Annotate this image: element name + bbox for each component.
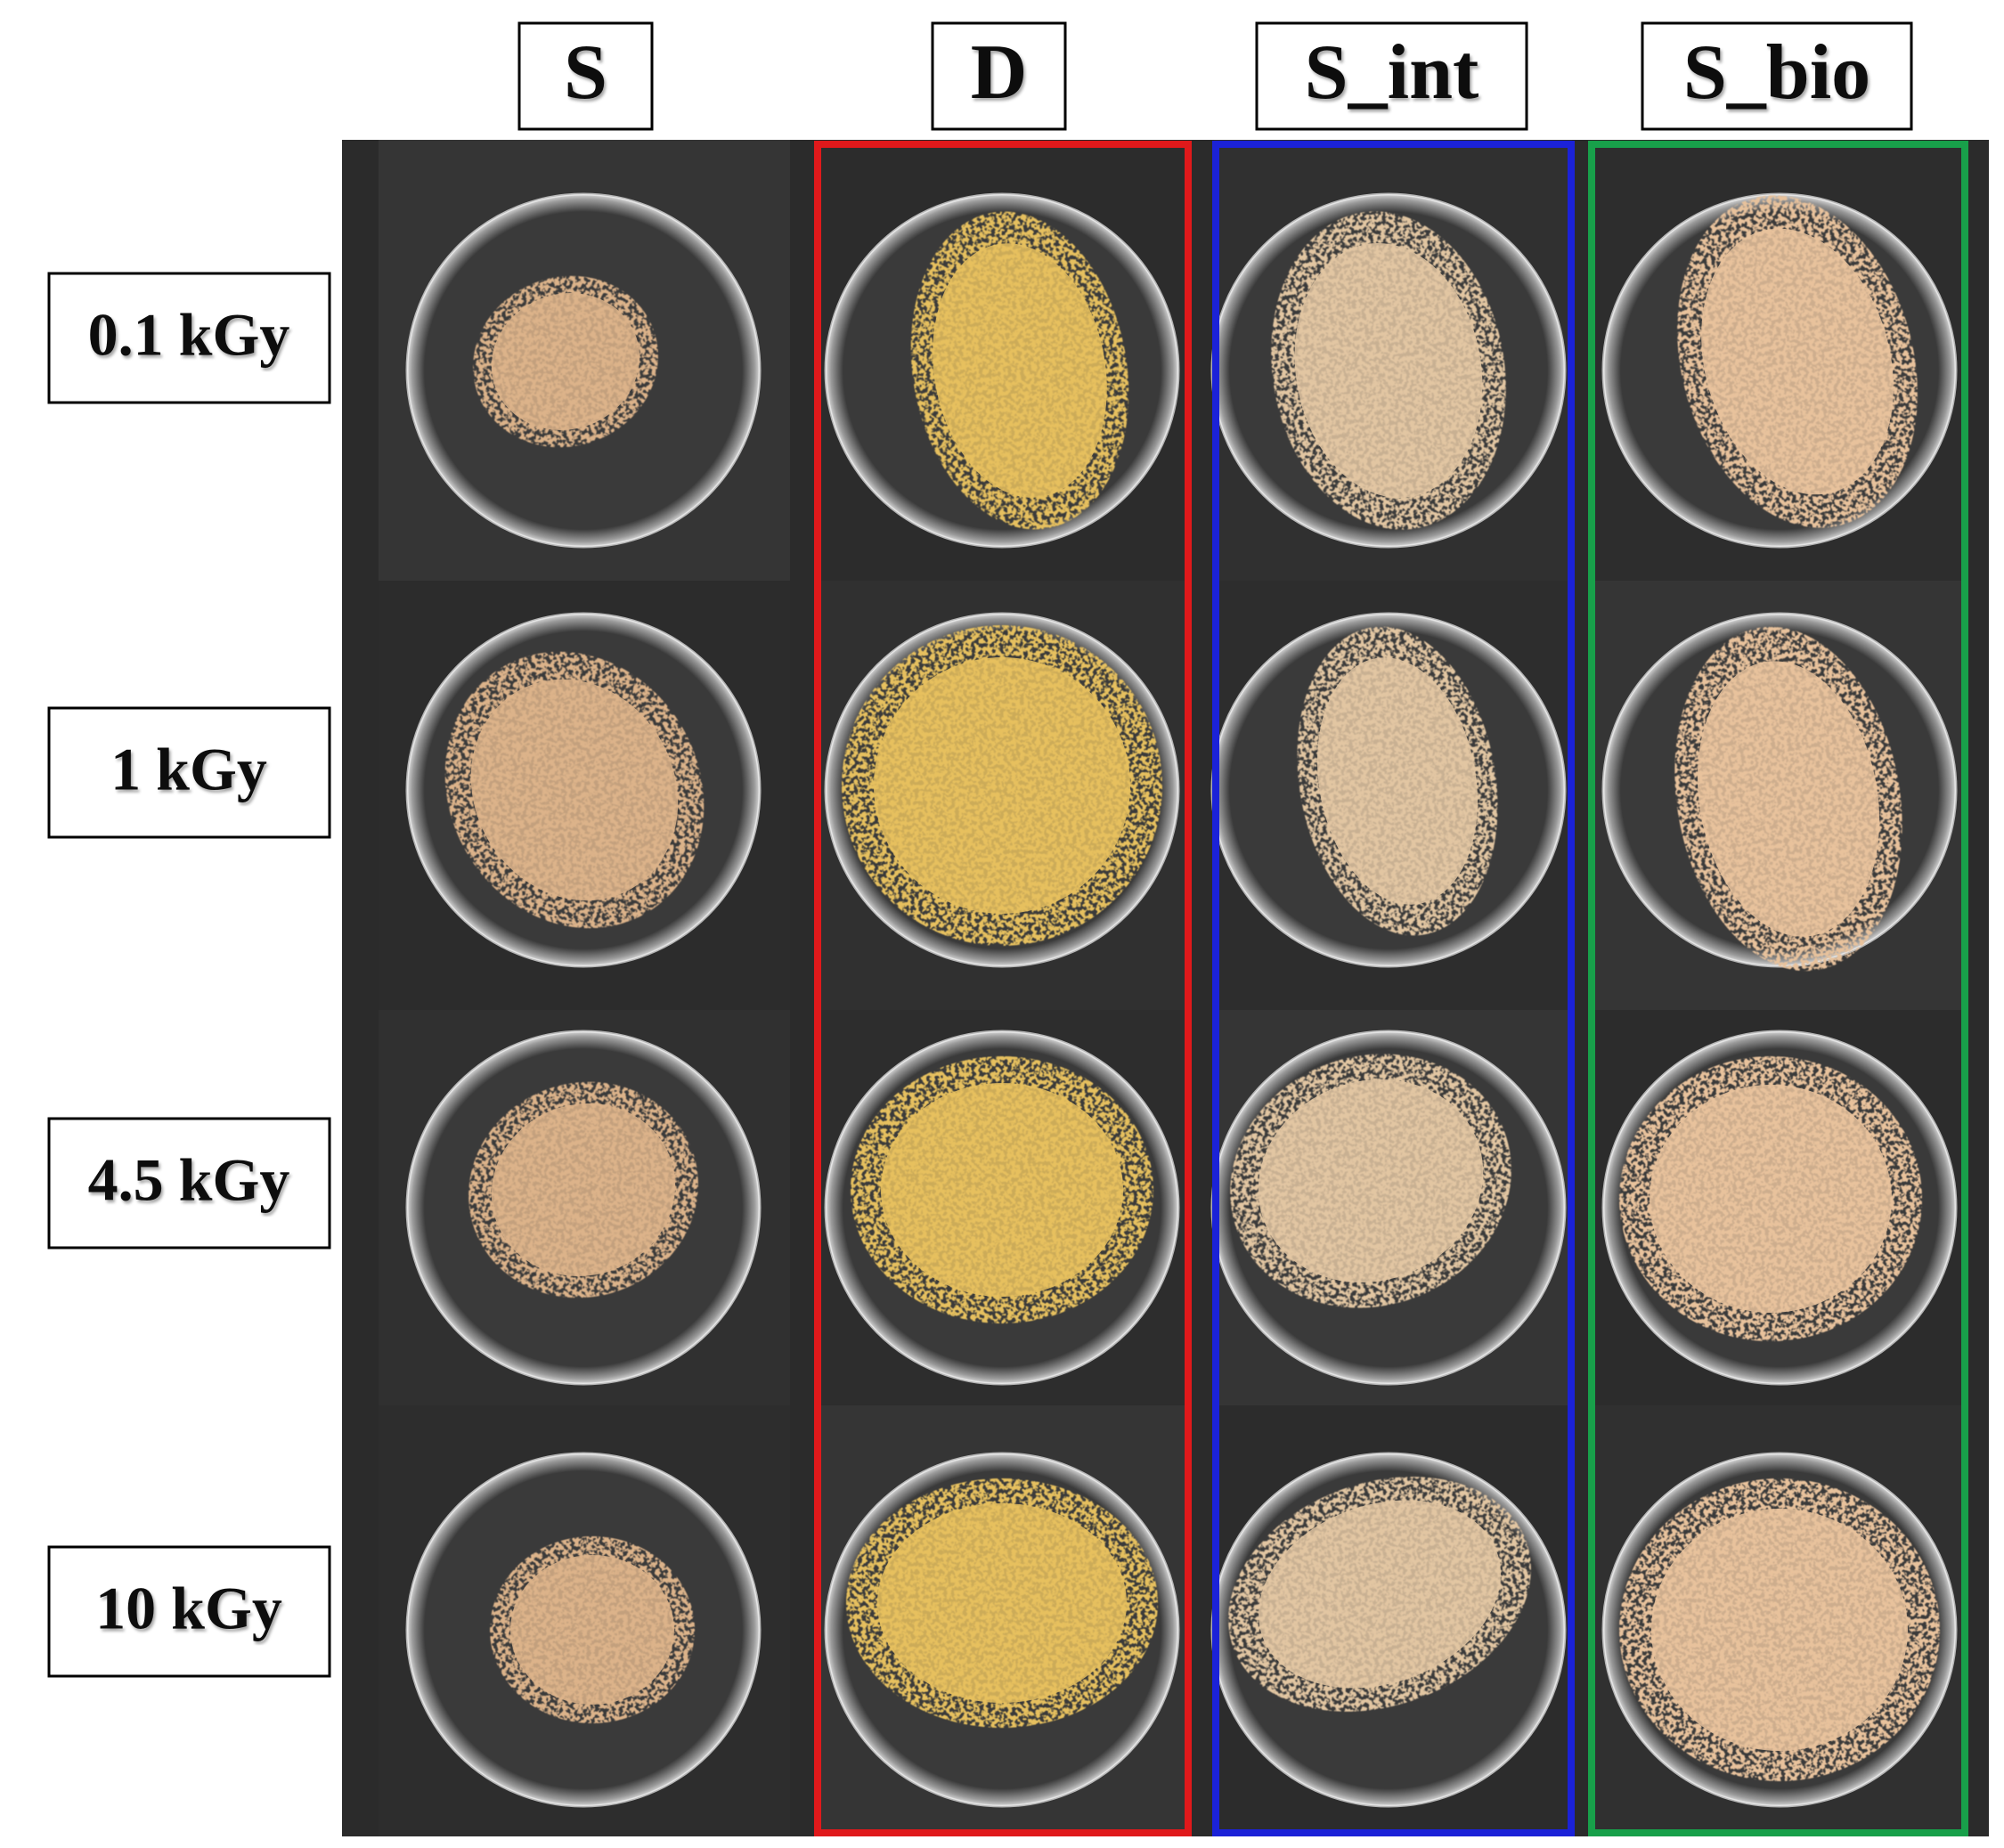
sample-powder-core <box>491 293 640 430</box>
sample-powder-core <box>1697 661 1880 937</box>
sample-powder-core <box>510 1555 674 1705</box>
column-label-box <box>931 21 1067 131</box>
sample-powder-core <box>1294 243 1483 498</box>
row-label-box <box>47 1545 331 1678</box>
column-label: S_bio <box>1683 29 1870 116</box>
sample-powder-core <box>470 679 679 901</box>
sample-powder-core <box>877 1503 1127 1703</box>
column-label: S_int <box>1305 29 1479 116</box>
column-label: D <box>971 29 1028 116</box>
sample-powder-core <box>1650 1085 1892 1313</box>
sample-powder-core <box>881 1083 1123 1297</box>
sample-powder-core <box>1316 657 1479 905</box>
row-label: 4.5 kGy <box>88 1146 290 1214</box>
row-label: 10 kGy <box>95 1575 282 1642</box>
column-frame-blue <box>1212 141 1575 1836</box>
row-label: 0.1 kGy <box>88 301 290 369</box>
sample-powder-core <box>933 243 1107 498</box>
row-label-box <box>47 272 331 404</box>
sample-powder-core <box>1701 228 1894 495</box>
sample-powder-core <box>1259 1500 1501 1689</box>
row-label-box <box>47 706 331 839</box>
row-label-box <box>47 1117 331 1250</box>
column-label-box <box>1255 21 1528 131</box>
column-label-box <box>1641 21 1913 131</box>
column-label-box <box>517 21 654 131</box>
sample-powder-core <box>874 657 1130 914</box>
row-label: 1 kGy <box>110 736 267 803</box>
sample-powder-core <box>1258 1079 1484 1282</box>
column-frame-red <box>814 141 1192 1836</box>
column-frame-green <box>1588 141 1968 1836</box>
column-label: S <box>564 29 607 116</box>
sample-powder-core <box>1651 1509 1908 1751</box>
sample-powder-core <box>491 1103 676 1276</box>
